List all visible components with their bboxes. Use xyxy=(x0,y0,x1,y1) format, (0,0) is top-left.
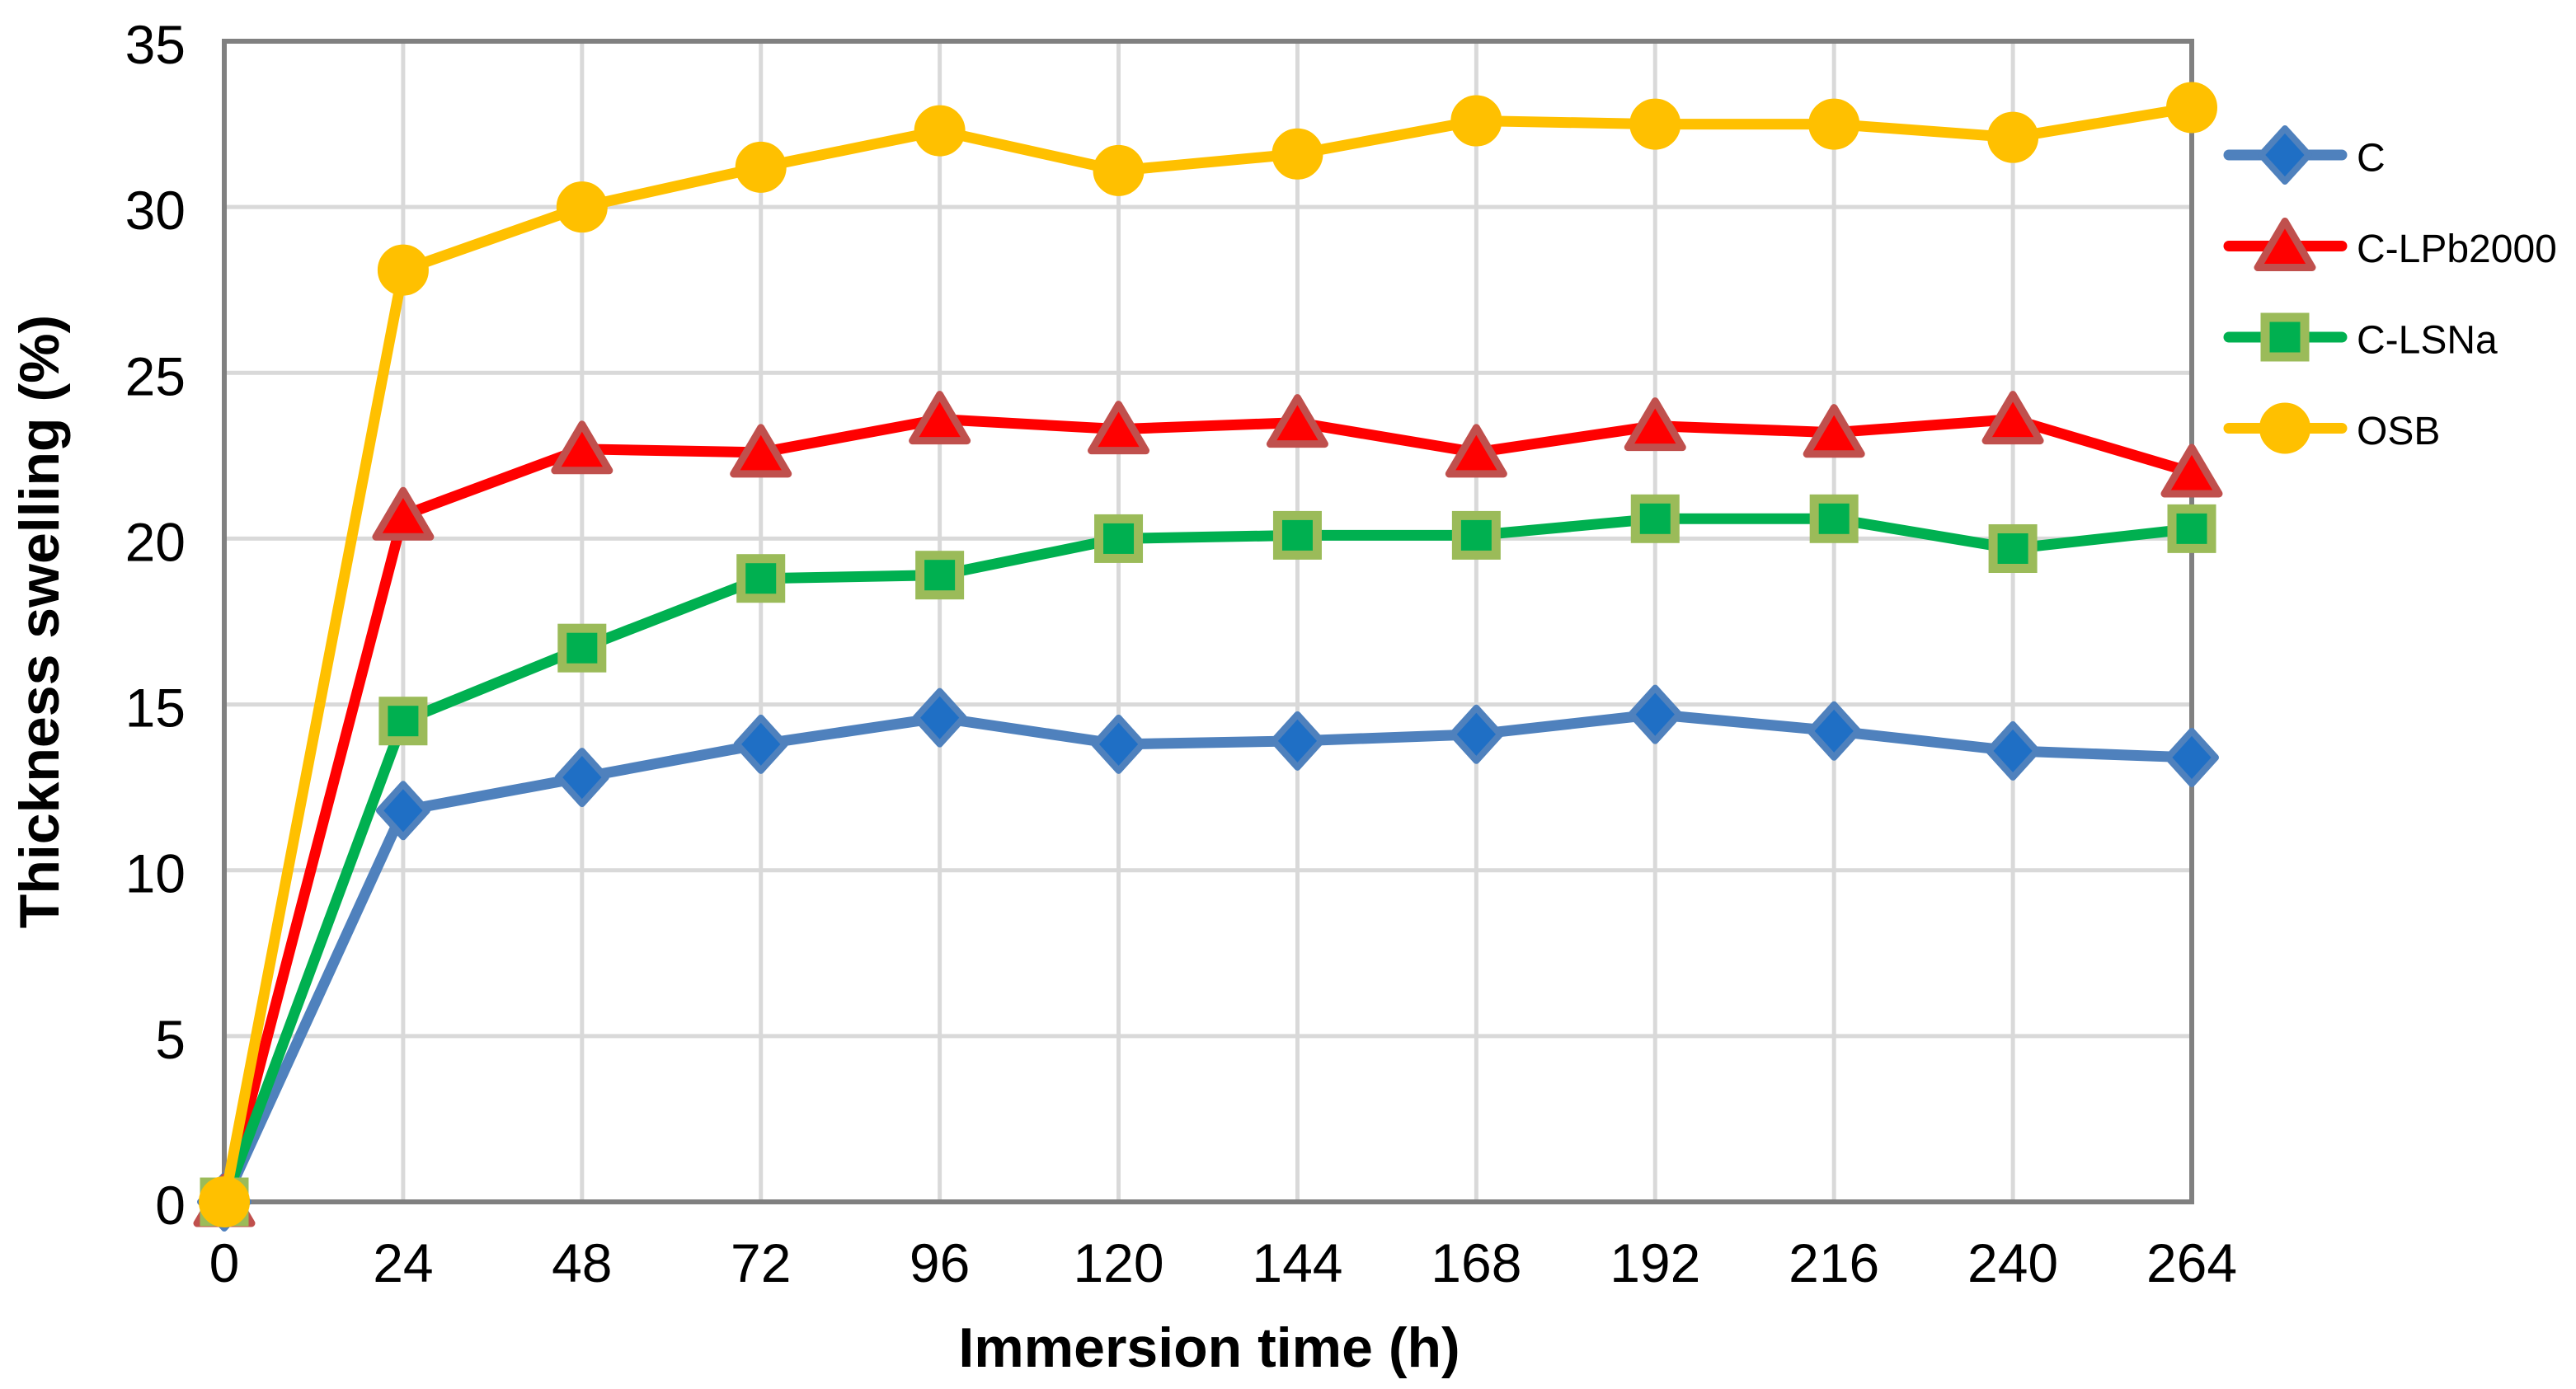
x-axis-title: Immersion time (h) xyxy=(958,1316,1460,1379)
data-point-marker-C-LSNa xyxy=(736,554,786,603)
data-point-marker-C-LPb2000 xyxy=(730,424,792,478)
y-tick-label: 5 xyxy=(155,1009,186,1070)
y-tick-label: 30 xyxy=(125,180,186,241)
data-point-marker-C-LPb2000 xyxy=(551,420,613,475)
data-point-marker-C-LSNa xyxy=(2167,504,2216,553)
data-point-marker-C xyxy=(912,687,967,748)
legend-swatch-marker xyxy=(2259,402,2310,454)
data-point-marker-C-LSNa xyxy=(1809,494,1859,543)
data-point-marker-C xyxy=(1628,684,1683,744)
data-point-marker-C xyxy=(733,714,788,774)
x-tick-label: 72 xyxy=(731,1232,791,1293)
data-point-marker-C-LSNa xyxy=(1630,494,1680,543)
data-point-marker-C-LPb2000 xyxy=(1803,404,1865,458)
data-point-marker-C-LSNa xyxy=(1988,523,2038,573)
x-tick-label: 24 xyxy=(373,1232,433,1293)
legend-item-label: C-LSNa xyxy=(2357,319,2498,363)
data-point-marker-OSB xyxy=(1450,95,1502,147)
x-tick-label: 48 xyxy=(552,1232,612,1293)
y-axis-title: Thickness swelling (%) xyxy=(8,314,71,929)
data-point-marker-OSB xyxy=(1272,128,1323,180)
legend-swatch-marker xyxy=(2254,218,2316,271)
y-tick-label: 25 xyxy=(125,345,186,406)
legend-swatch-marker xyxy=(2260,312,2310,362)
x-tick-label: 144 xyxy=(1252,1232,1342,1293)
data-point-marker-C-LSNa xyxy=(557,623,607,673)
data-point-marker-OSB xyxy=(377,244,429,296)
data-point-marker-C-LSNa xyxy=(1272,510,1322,560)
series-line-C-LPb2000 xyxy=(219,414,2198,1208)
y-tick-label: 10 xyxy=(125,843,186,904)
data-point-marker-OSB xyxy=(914,105,966,157)
data-point-marker-C-LPb2000 xyxy=(1981,391,2044,445)
legend-item-label: C xyxy=(2357,137,2386,181)
data-point-marker-OSB xyxy=(2166,82,2217,134)
data-point-marker-C xyxy=(1986,720,2041,781)
legend-item-label: C-LPb2000 xyxy=(2357,228,2557,271)
series-line-C xyxy=(219,709,2198,1208)
data-point-marker-OSB xyxy=(1987,111,2039,163)
y-tick-label: 20 xyxy=(125,511,186,572)
data-point-marker-OSB xyxy=(556,181,608,233)
data-point-marker-C-LSNa xyxy=(1094,514,1144,563)
data-point-marker-C xyxy=(554,748,609,808)
data-point-marker-C-LPb2000 xyxy=(1624,397,1686,452)
data-point-marker-OSB xyxy=(735,141,787,193)
x-tick-label: 0 xyxy=(209,1232,240,1293)
data-point-marker-C-LSNa xyxy=(915,551,965,600)
data-point-marker-C-LPb2000 xyxy=(372,486,435,541)
x-tick-label: 264 xyxy=(2146,1232,2237,1293)
data-point-marker-OSB xyxy=(1629,98,1681,150)
x-tick-label: 240 xyxy=(1967,1232,2058,1293)
data-point-marker-OSB xyxy=(1808,98,1860,150)
data-point-marker-C-LSNa xyxy=(1451,510,1501,560)
data-point-marker-C xyxy=(1270,711,1325,771)
y-tick-label: 15 xyxy=(125,678,186,739)
data-point-marker-C xyxy=(375,781,430,841)
data-point-marker-OSB xyxy=(199,1176,250,1227)
data-point-marker-C xyxy=(2165,727,2219,787)
data-point-marker-C xyxy=(1091,714,1146,774)
x-tick-label: 192 xyxy=(1610,1232,1700,1293)
y-tick-label: 0 xyxy=(155,1175,186,1236)
data-point-marker-C-LPb2000 xyxy=(2160,443,2223,498)
y-tick-label: 35 xyxy=(125,14,186,75)
data-point-marker-C-LPb2000 xyxy=(909,391,971,445)
x-tick-label: 120 xyxy=(1073,1232,1163,1293)
data-point-marker-C-LSNa xyxy=(378,697,428,746)
data-point-marker-C xyxy=(1807,701,1862,761)
data-point-marker-C xyxy=(1449,704,1504,764)
plot-border xyxy=(222,39,2194,1204)
data-point-marker-C-LPb2000 xyxy=(1445,424,1507,478)
legend-swatch-marker xyxy=(2258,125,2312,185)
data-point-marker-C-LPb2000 xyxy=(1266,394,1328,448)
series-line-OSB xyxy=(219,101,2198,1208)
x-tick-label: 96 xyxy=(910,1232,970,1293)
x-tick-label: 216 xyxy=(1789,1232,1879,1293)
data-point-marker-OSB xyxy=(1093,144,1145,196)
series-line-C-LSNa xyxy=(219,513,2198,1208)
legend-item-label: OSB xyxy=(2357,410,2440,453)
x-tick-label: 168 xyxy=(1431,1232,1521,1293)
data-point-marker-C-LPb2000 xyxy=(1088,401,1150,455)
